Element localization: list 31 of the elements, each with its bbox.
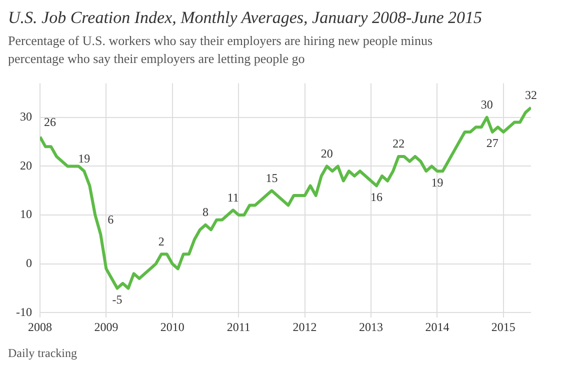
annotation: 19 — [78, 151, 90, 166]
annotation: 2 — [158, 234, 164, 248]
y-tick-label: 10 — [20, 207, 32, 222]
annotation: 27 — [486, 136, 498, 150]
annotation: 8 — [202, 204, 209, 219]
chart-title: U.S. Job Creation Index, Monthly Averages, January 2008-June 2015 — [8, 8, 484, 28]
annotation: 19 — [431, 175, 444, 190]
annotation: -5 — [112, 292, 122, 306]
y-tick-label: 20 — [20, 158, 32, 172]
x-tick-label: 2010 — [160, 320, 184, 334]
y-tick-label: 0 — [26, 256, 32, 270]
annotation: 32 — [525, 88, 537, 102]
annotation: 30 — [480, 98, 493, 112]
annotation: 26 — [44, 115, 56, 130]
x-tick-label: 2009 — [94, 320, 118, 334]
y-tick-label: 30 — [20, 110, 32, 124]
text: Daily tracking — [8, 346, 78, 361]
x-tick-label: 2014 — [425, 320, 450, 334]
x-tick-label: 2011 — [226, 320, 250, 334]
chart-subtitle: Percentage of U.S. workers who say their employers are hiring new people minus percentage who say their employers are letting people go — [8, 32, 434, 68]
y-tick-label: -10 — [16, 304, 32, 319]
x-tick-label: 2012 — [292, 320, 317, 334]
annotation: 20 — [320, 146, 333, 160]
x-tick-label: 2015 — [491, 320, 516, 334]
annotation: 22 — [392, 136, 405, 151]
annotation: 11 — [227, 190, 239, 204]
x-tick-label: 2013 — [359, 320, 384, 334]
x-tick-label: 2008 — [28, 320, 52, 334]
annotation: 15 — [266, 170, 278, 185]
annotation: 16 — [370, 190, 383, 204]
annotation: 6 — [108, 212, 114, 227]
